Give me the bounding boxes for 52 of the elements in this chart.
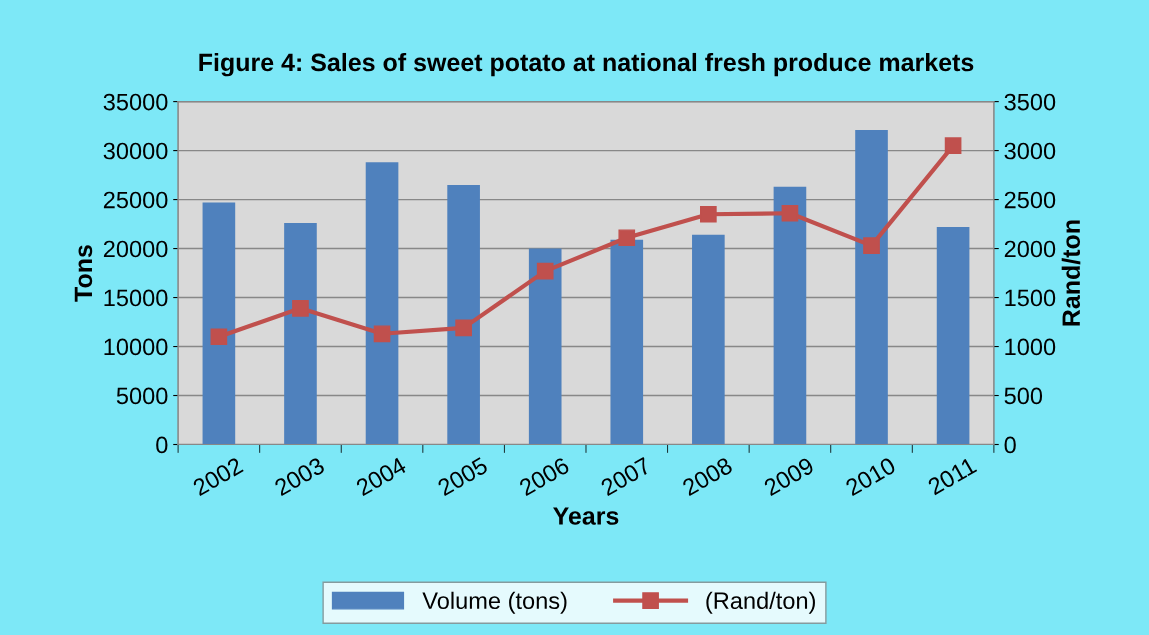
point bbox=[373, 325, 391, 343]
y2-tick-label: 0 bbox=[1004, 436, 1016, 454]
bar bbox=[528, 248, 562, 445]
y2-axis-title: Rand/ton bbox=[1061, 220, 1081, 326]
x-axis-title: Years bbox=[553, 507, 619, 525]
bar bbox=[447, 184, 480, 445]
x-tick-label: 2011 bbox=[926, 456, 978, 496]
point bbox=[781, 204, 799, 222]
bar bbox=[365, 162, 399, 445]
legend-label: (Rand/ton) bbox=[706, 591, 815, 614]
x-tick-label: 2004 bbox=[355, 456, 408, 497]
point bbox=[292, 299, 309, 317]
y2-tick-label: 3500 bbox=[1004, 93, 1056, 111]
bar bbox=[284, 223, 317, 445]
y-tick-label: 25000 bbox=[103, 191, 168, 209]
y2-tick-label: 500 bbox=[1004, 387, 1043, 405]
legend-label: Volume (tons) bbox=[422, 591, 567, 614]
bar bbox=[610, 239, 644, 445]
y-axis-title: Tons bbox=[74, 245, 93, 302]
point bbox=[863, 237, 880, 254]
point bbox=[700, 205, 717, 223]
x-tick-label: 2007 bbox=[599, 456, 652, 497]
y-tick-label: 5000 bbox=[116, 387, 168, 405]
point bbox=[618, 229, 636, 247]
x-tick-label: 2005 bbox=[436, 456, 489, 497]
bar bbox=[855, 130, 888, 445]
y2-tick-label: 2500 bbox=[1004, 191, 1056, 209]
y-tick-label: 15000 bbox=[104, 289, 168, 307]
point bbox=[944, 137, 962, 155]
point bbox=[536, 262, 554, 280]
y-tick-label: 10000 bbox=[104, 338, 168, 356]
chart-title: Figure 4: Sales of sweet potato at national fresh produce markets bbox=[199, 52, 974, 77]
x-tick-label: 2010 bbox=[844, 456, 897, 497]
bar bbox=[202, 202, 236, 445]
point bbox=[210, 328, 228, 346]
x-tick-label: 2006 bbox=[518, 456, 571, 497]
y2-tick-label: 3000 bbox=[1004, 142, 1056, 160]
y2-tick-label: 2000 bbox=[1004, 240, 1056, 258]
x-tick-label: 2003 bbox=[273, 456, 326, 497]
y-tick-label: 35000 bbox=[103, 93, 168, 111]
x-tick-label: 2002 bbox=[191, 456, 244, 497]
x-tick-label: 2009 bbox=[763, 456, 815, 497]
point bbox=[455, 319, 472, 337]
y-tick-label: 20000 bbox=[103, 240, 168, 258]
y-tick-label: 30000 bbox=[103, 142, 168, 160]
y2-tick-label: 1500 bbox=[1005, 289, 1056, 307]
y2-tick-label: 1000 bbox=[1005, 338, 1056, 356]
bar bbox=[692, 234, 725, 445]
bar bbox=[936, 227, 970, 445]
y-tick-label: 0 bbox=[156, 436, 168, 454]
x-tick-label: 2008 bbox=[681, 456, 734, 497]
bar bbox=[773, 186, 807, 445]
